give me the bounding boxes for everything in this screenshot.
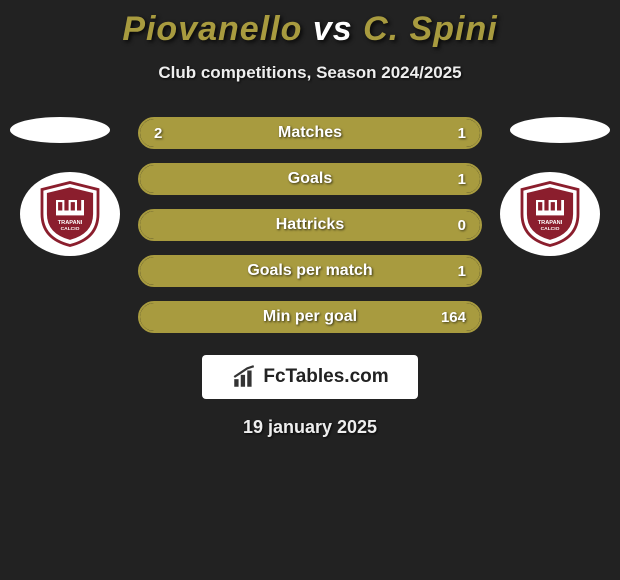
stat-label: Goals per match bbox=[140, 262, 480, 280]
player2-name: C. Spini bbox=[363, 10, 498, 48]
stat-label: Matches bbox=[140, 124, 480, 142]
stat-row: Goals per match1 bbox=[138, 255, 482, 287]
brand-logo[interactable]: FcTables.com bbox=[202, 355, 418, 399]
stat-right-value: 0 bbox=[458, 217, 466, 234]
stat-right-value: 1 bbox=[458, 125, 466, 142]
subtitle: Club competitions, Season 2024/2025 bbox=[158, 63, 461, 83]
stat-row: Matches2 1 bbox=[138, 117, 482, 149]
stat-right-value: 1 bbox=[458, 263, 466, 280]
svg-text:TRAPANI: TRAPANI bbox=[58, 220, 83, 226]
club-shield-icon: TRAPANI CALCIO bbox=[35, 179, 105, 249]
player2-club-badge: TRAPANI CALCIO bbox=[500, 172, 600, 256]
player1-club-badge: TRAPANI CALCIO bbox=[20, 172, 120, 256]
date-text: 19 january 2025 bbox=[243, 417, 377, 438]
stat-row: Goals1 bbox=[138, 163, 482, 195]
svg-text:CALCIO: CALCIO bbox=[541, 226, 560, 232]
vs-text: vs bbox=[313, 10, 353, 48]
player1-photo-placeholder bbox=[10, 117, 110, 143]
stat-label: Min per goal bbox=[140, 308, 480, 326]
stat-left-value: 2 bbox=[154, 125, 162, 142]
player2-photo-placeholder bbox=[510, 117, 610, 143]
stat-right-value: 1 bbox=[458, 171, 466, 188]
stat-row: Hattricks0 bbox=[138, 209, 482, 241]
stat-row: Min per goal164 bbox=[138, 301, 482, 333]
main-content: TRAPANI CALCIO TRAPANI CALCIO Matches21G… bbox=[0, 117, 620, 333]
stat-right-value: 164 bbox=[441, 309, 466, 326]
svg-text:CALCIO: CALCIO bbox=[61, 226, 80, 232]
brand-text: FcTables.com bbox=[263, 366, 388, 388]
stat-label: Goals bbox=[140, 170, 480, 188]
page-title: Piovanello vs C. Spini bbox=[122, 10, 497, 49]
svg-text:TRAPANI: TRAPANI bbox=[538, 220, 563, 226]
chart-icon bbox=[231, 364, 257, 390]
stats-list: Matches21Goals1Hattricks0Goals per match… bbox=[138, 117, 482, 333]
player1-name: Piovanello bbox=[122, 10, 302, 48]
stat-label: Hattricks bbox=[140, 216, 480, 234]
club-shield-icon: TRAPANI CALCIO bbox=[515, 179, 585, 249]
comparison-widget: Piovanello vs C. Spini Club competitions… bbox=[0, 0, 620, 438]
